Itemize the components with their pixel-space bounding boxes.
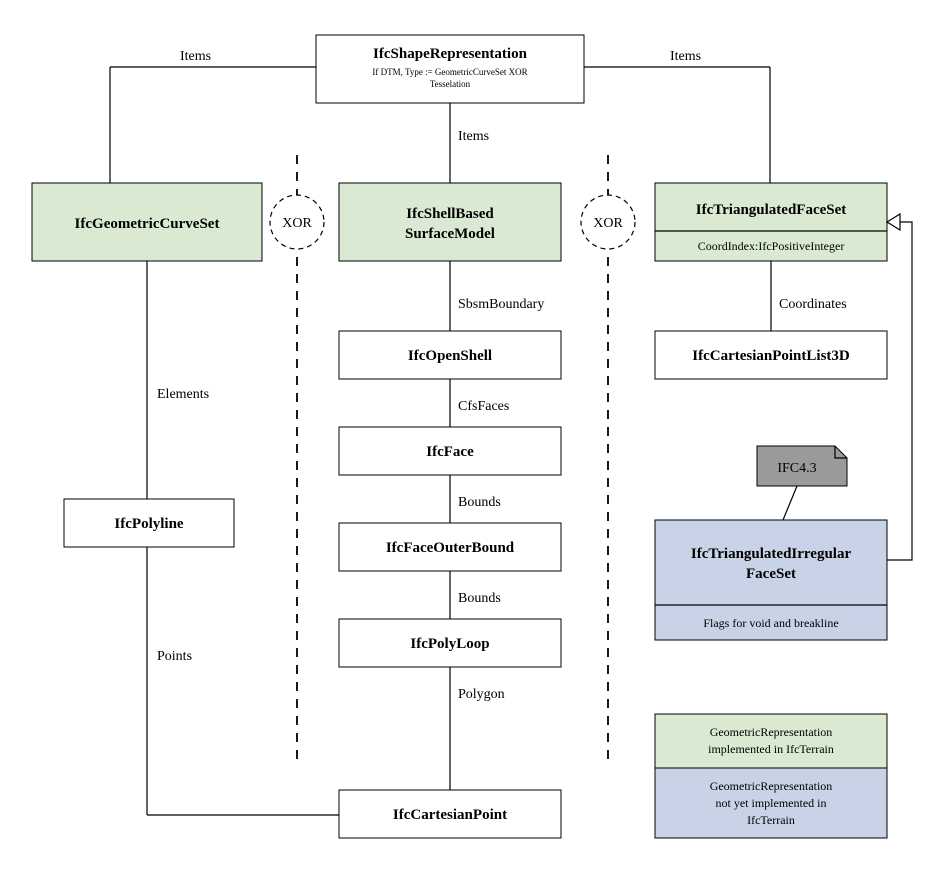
root-title: IfcShapeRepresentation <box>373 46 528 62</box>
label-sbsm: SbsmBoundary <box>458 297 544 312</box>
label-elements: Elements <box>157 387 209 402</box>
poly-loop: IfcPolyLoop <box>410 636 489 652</box>
legend-blue-1: GeometricRepresentation <box>710 779 833 793</box>
xor-2: XOR <box>593 216 623 231</box>
label-points: Points <box>157 649 192 664</box>
ifc-face: IfcFace <box>426 444 474 460</box>
root-sub2: Tesselation <box>430 79 471 89</box>
cart-point: IfcCartesianPoint <box>393 807 507 823</box>
label-items-center: Items <box>458 129 489 144</box>
legend-blue-2: not yet implemented in <box>716 796 827 810</box>
ifc-diagram: IfcShapeRepresentation If DTM, Type := G… <box>0 0 931 893</box>
legend-blue-3: IfcTerrain <box>747 813 795 827</box>
geom-curve-set: IfcGeometricCurveSet <box>75 216 220 232</box>
ifc43-note: IFC4.3 <box>777 461 816 476</box>
label-coords: Coordinates <box>779 297 847 312</box>
label-bounds2: Bounds <box>458 591 501 606</box>
root-sub1: If DTM, Type := GeometricCurveSet XOR <box>372 67 527 77</box>
legend-green-1: GeometricRepresentation <box>710 725 833 739</box>
legend-green-2: implemented in IfcTerrain <box>708 742 834 756</box>
open-shell: IfcOpenShell <box>408 348 492 364</box>
cart-list-3d: IfcCartesianPointList3D <box>692 348 850 364</box>
label-items-left: Items <box>180 49 211 64</box>
label-bounds1: Bounds <box>458 495 501 510</box>
tri-irreg-sub: Flags for void and breakline <box>703 616 838 630</box>
tri-irreg-2: FaceSet <box>746 566 796 582</box>
face-outer: IfcFaceOuterBound <box>386 540 515 556</box>
label-polygon: Polygon <box>458 687 505 702</box>
shell-model-1: IfcShellBased <box>406 206 494 222</box>
tri-irreg-1: IfcTriangulatedIrregular <box>691 546 852 562</box>
xor-1: XOR <box>282 216 312 231</box>
shell-model-2: SurfaceModel <box>405 226 495 242</box>
label-cfs: CfsFaces <box>458 399 509 414</box>
polyline: IfcPolyline <box>114 516 183 532</box>
tri-face-set-sub: CoordIndex:IfcPositiveInteger <box>698 239 845 253</box>
tri-face-set: IfcTriangulatedFaceSet <box>696 202 847 218</box>
label-items-right: Items <box>670 49 701 64</box>
